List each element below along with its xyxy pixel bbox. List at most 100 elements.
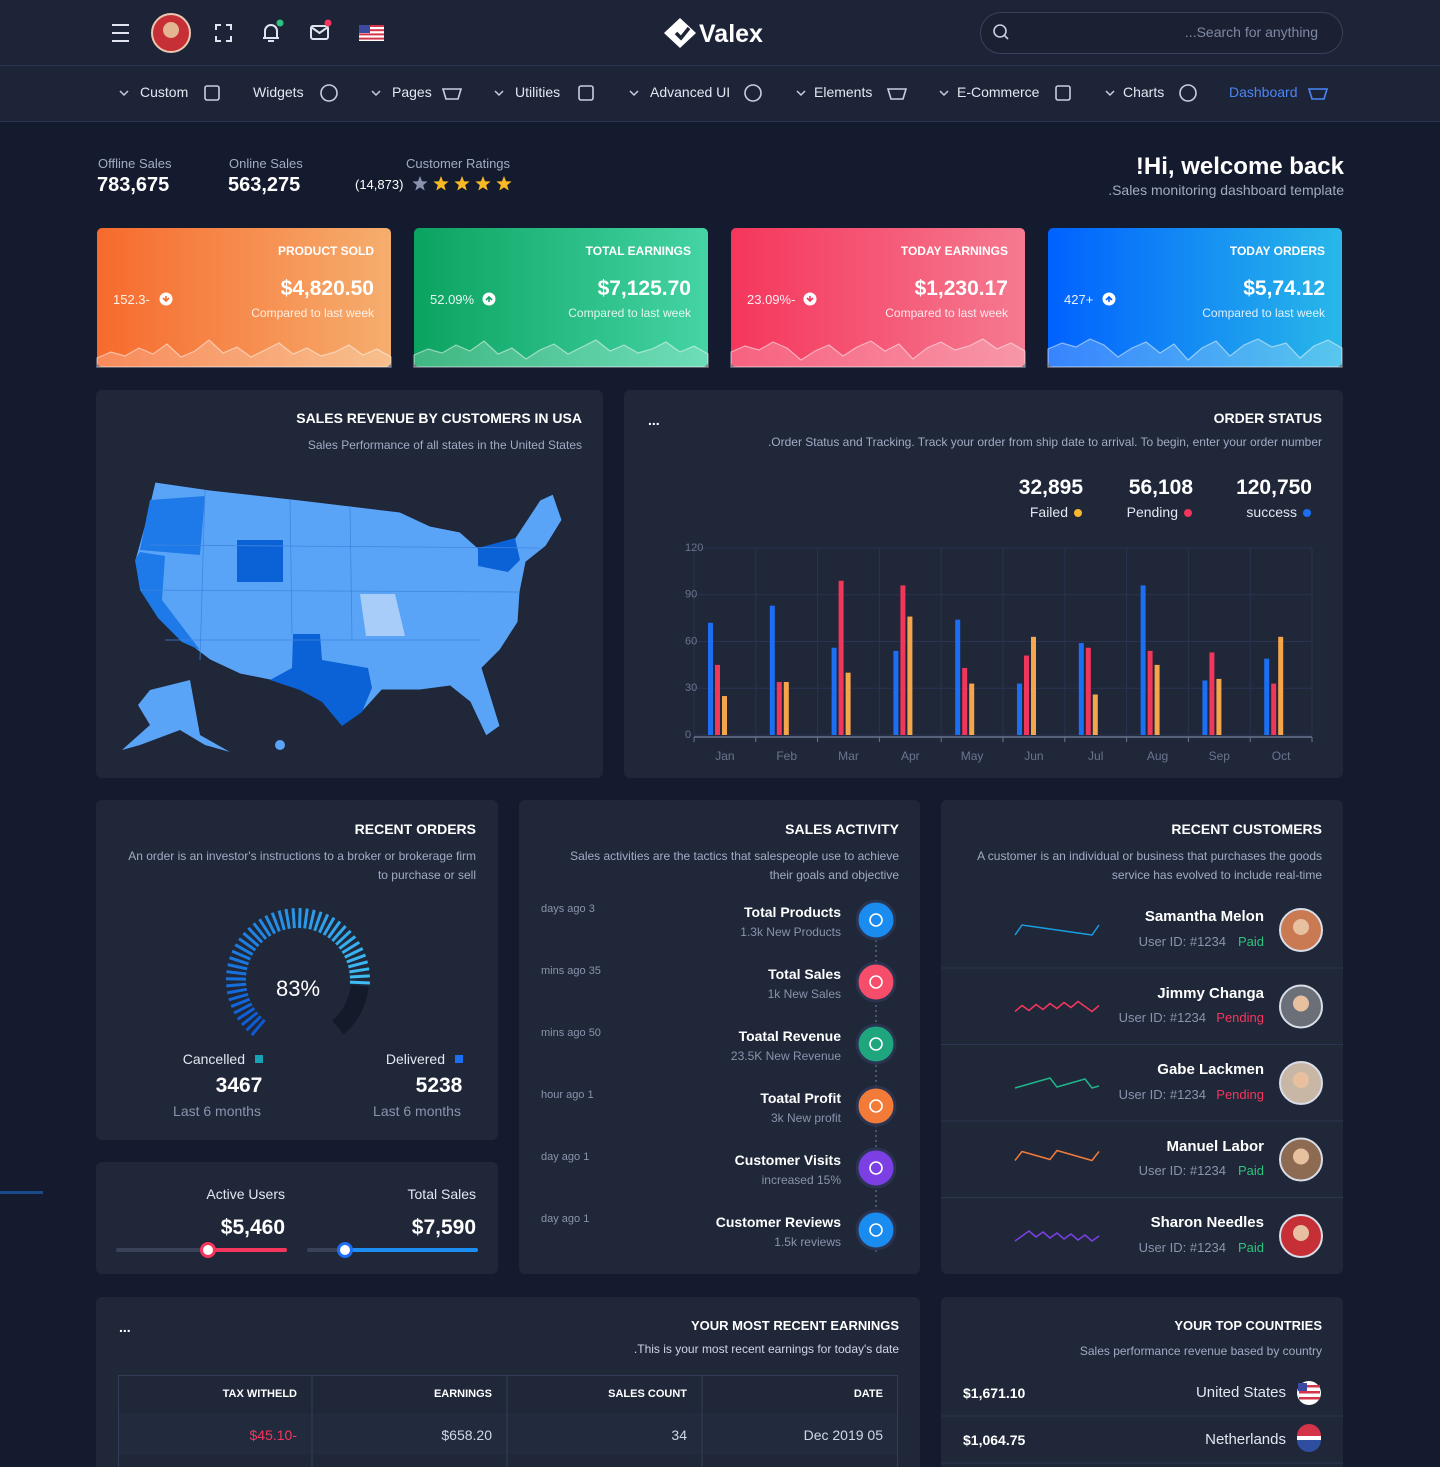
card-menu[interactable]: ... <box>119 1319 131 1335</box>
search-icon <box>1003 34 1009 40</box>
bar <box>831 647 837 735</box>
nav-item[interactable]: Utilities <box>515 84 561 100</box>
map-border <box>139 589 521 593</box>
kpi-wave <box>96 339 392 368</box>
x-tick-label: Jan <box>715 749 734 763</box>
nav-item[interactable]: Dashboard <box>1229 84 1298 100</box>
gauge-tick <box>284 908 291 929</box>
kpi-card <box>97 228 391 367</box>
table-header-cell: EARNINGS <box>433 1388 492 1400</box>
activity-time: days ago 3 <box>541 903 595 915</box>
gauge-tick <box>228 992 249 1002</box>
nav-item[interactable]: Charts <box>1123 84 1165 100</box>
nav-item[interactable]: Advanced UI <box>650 84 731 100</box>
card-menu[interactable]: ... <box>648 412 660 428</box>
activity-icon <box>855 1085 897 1127</box>
mail-icon <box>310 25 329 40</box>
y-tick-label: 90 <box>685 589 697 601</box>
table-cell: $658.20 <box>441 1427 492 1443</box>
customer-face <box>1293 1148 1309 1165</box>
map-border <box>149 544 541 549</box>
gauge-tick <box>233 1002 253 1015</box>
kpi-card <box>414 228 708 367</box>
gauge-tick <box>230 997 251 1008</box>
rating-star <box>454 176 470 191</box>
map-state <box>135 552 200 650</box>
table-cell: Dec 2019 05 <box>803 1427 883 1443</box>
search-box[interactable] <box>980 12 1343 54</box>
gauge-tick <box>226 982 247 988</box>
gauge-tick <box>349 980 370 985</box>
badge <box>276 19 284 27</box>
customer-face <box>1293 995 1309 1012</box>
order-value: 3467 <box>215 1073 263 1097</box>
customer-status: Paid <box>1237 1163 1264 1178</box>
gauge-tick <box>240 1011 259 1027</box>
card <box>624 390 1343 778</box>
y-tick-label: 0 <box>685 729 691 741</box>
customer-status: Paid <box>1237 933 1264 949</box>
customer-id: User ID: #1234 <box>1138 933 1226 949</box>
status-label: success <box>1246 504 1297 520</box>
card-subtitle: Sales performance revenue based by count… <box>1079 1344 1322 1358</box>
activity-detail: 1.5k reviews <box>774 1235 841 1249</box>
gauge-tick <box>238 937 257 952</box>
chevron <box>1105 90 1115 97</box>
activity-title: Toatal Profit <box>760 1090 841 1106</box>
bar <box>1278 636 1284 735</box>
y-tick-label: 120 <box>685 542 703 554</box>
flag-canton <box>1298 1383 1307 1391</box>
gauge-tick <box>298 907 302 929</box>
legend-square <box>255 1055 263 1063</box>
order-period: Last 6 months <box>173 1103 261 1119</box>
card-title: RECENT ORDERS <box>354 821 476 837</box>
stat-label: Offline Sales <box>98 155 172 171</box>
kpi-change: 52.09% <box>430 291 475 307</box>
status-dot <box>1184 509 1192 517</box>
kpi-title: TODAY EARNINGS <box>900 244 1008 258</box>
bar <box>1154 664 1160 735</box>
gauge-track <box>331 984 369 1035</box>
gauge-tick <box>313 911 323 932</box>
kpi-card <box>1048 228 1342 367</box>
x-tick-label: Oct <box>1272 749 1291 763</box>
gauge-tick <box>341 940 361 955</box>
bar <box>1216 678 1222 735</box>
x-tick-label: Aug <box>1147 749 1168 763</box>
kpi-note: Compared to last week <box>251 306 374 320</box>
change-arrow <box>1105 295 1113 302</box>
nav-item[interactable]: Custom <box>140 84 189 100</box>
customer-face <box>1293 1072 1309 1088</box>
brand: Valex <box>699 19 763 48</box>
flag-stripe <box>359 37 384 40</box>
gauge-tick <box>242 931 260 948</box>
bar <box>715 664 720 735</box>
country-flag <box>1297 1424 1321 1436</box>
customer-id: User ID: #1234 <box>1138 1239 1226 1255</box>
badge <box>324 19 332 27</box>
bell-icon <box>263 24 279 42</box>
nav-bar <box>0 66 1440 122</box>
stat-label: Customer Ratings <box>406 155 511 171</box>
stat-value: 563,275 <box>228 174 301 196</box>
nav-item[interactable]: Elements <box>814 84 873 100</box>
card-title: YOUR TOP COUNTRIES <box>1174 1317 1322 1333</box>
bar <box>1140 585 1146 735</box>
order-period: Last 6 months <box>373 1103 461 1119</box>
card-title: RECENT CUSTOMERS <box>1171 821 1322 837</box>
rating-star <box>433 176 449 191</box>
bar <box>845 672 851 735</box>
nav-item[interactable]: Pages <box>392 84 432 100</box>
gauge-tick <box>349 967 370 974</box>
chevron <box>494 90 504 97</box>
nav-item[interactable]: Widgets <box>253 84 304 100</box>
logo-mark <box>664 18 696 48</box>
x-tick-label: Feb <box>776 749 797 763</box>
nav-item[interactable]: E-Commerce <box>957 84 1040 100</box>
search-placeholder[interactable]: ...Search for anything <box>1184 24 1318 40</box>
activity-icon <box>855 1023 897 1065</box>
gauge-tick <box>236 1007 256 1021</box>
map-border <box>289 499 293 635</box>
activity-title: Customer Reviews <box>715 1214 841 1230</box>
activity-icon <box>855 1209 897 1251</box>
